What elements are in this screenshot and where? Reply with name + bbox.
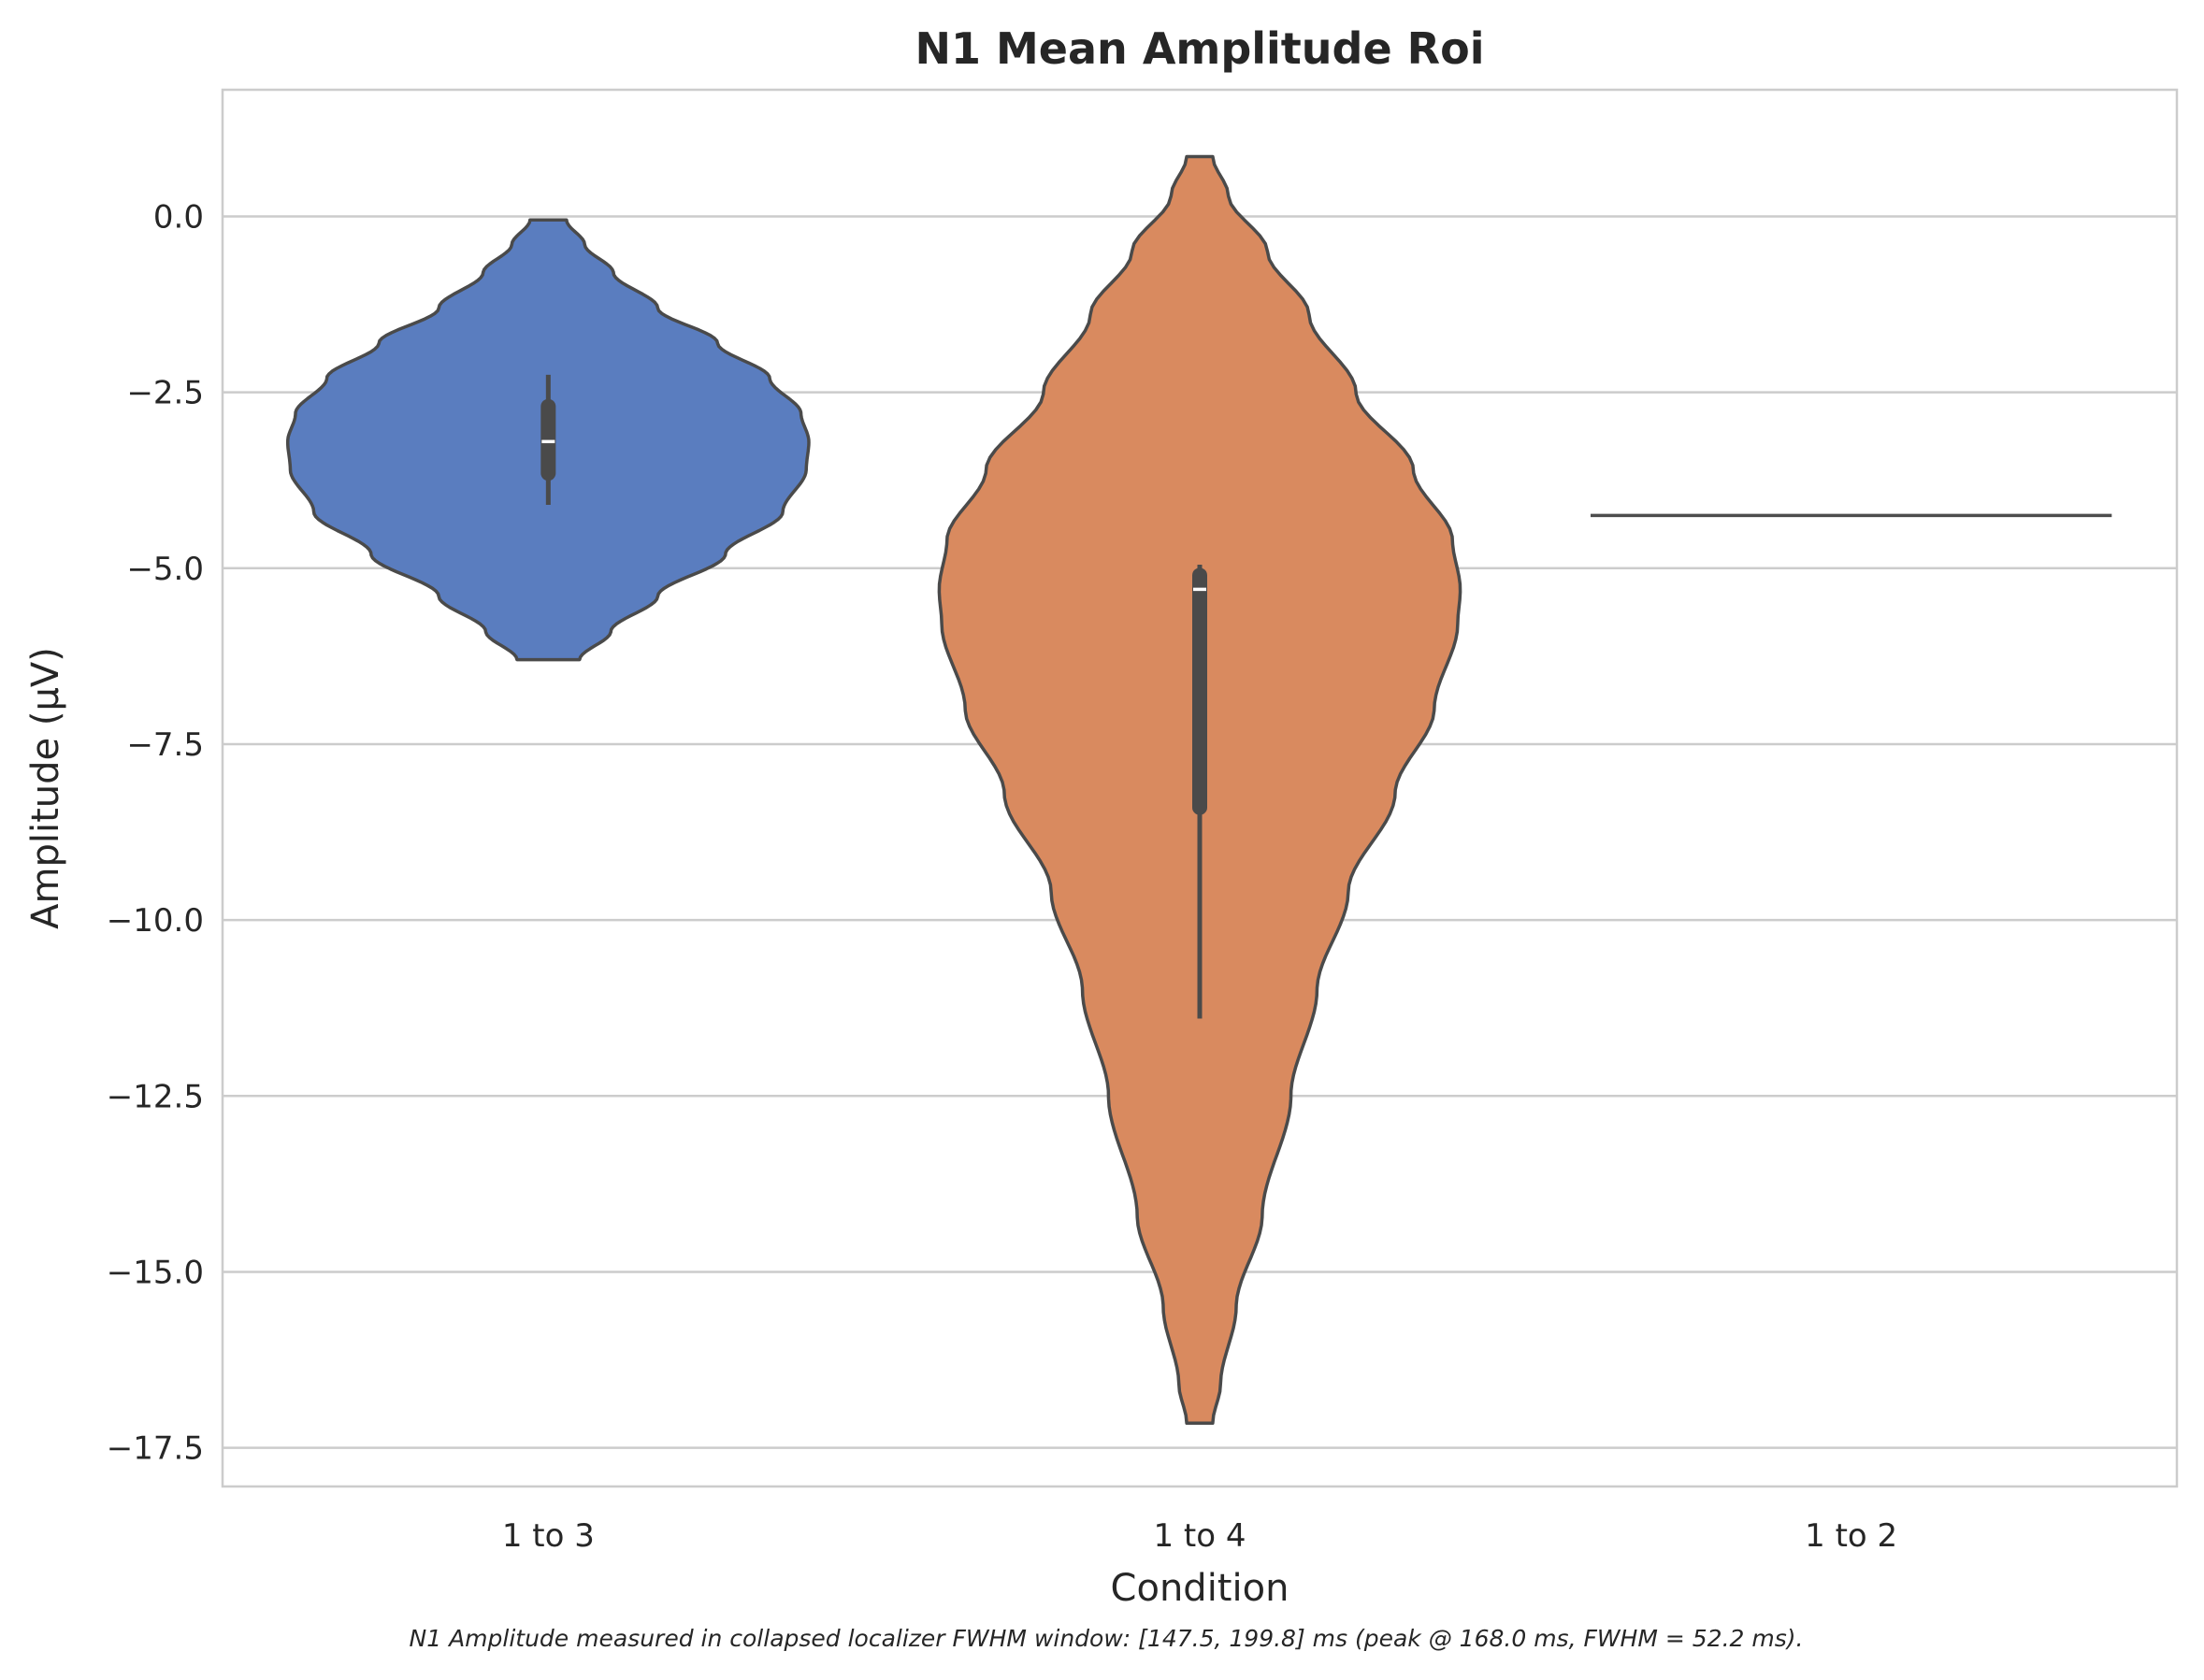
y-tick-label: −2.5 (126, 375, 204, 412)
x-axis-label: Condition (1111, 1567, 1289, 1610)
x-tick-label: 1 to 2 (1805, 1517, 1897, 1555)
x-tick-label: 1 to 3 (502, 1517, 595, 1555)
y-tick-label: −5.0 (126, 551, 204, 588)
chart-caption: N1 Amplitude measured in collapsed local… (410, 1625, 1804, 1652)
violins (285, 154, 2112, 1426)
violin-1-to-3 (285, 218, 811, 662)
chart-title: N1 Mean Amplitude Roi (915, 23, 1485, 74)
y-tick-label: −12.5 (107, 1078, 204, 1115)
x-tick-label: 1 to 4 (1153, 1517, 1246, 1555)
y-tick-label: −15.0 (107, 1254, 204, 1291)
plot-frame (221, 88, 2179, 1488)
y-tick-label: −17.5 (107, 1430, 204, 1468)
x-tick-labels: 1 to 3 1 to 4 1 to 2 (502, 1517, 1897, 1555)
violin-1-to-4 (937, 154, 1462, 1426)
y-tick-label: 0.0 (153, 198, 204, 236)
y-tick-labels: 0.0 −2.5 −5.0 −7.5 −10.0 −12.5 −15.0 −17.5 (107, 198, 204, 1467)
y-tick-label: −7.5 (126, 726, 204, 764)
y-axis-label: Amplitude (μV) (24, 647, 67, 929)
y-tick-label: −10.0 (107, 902, 204, 940)
